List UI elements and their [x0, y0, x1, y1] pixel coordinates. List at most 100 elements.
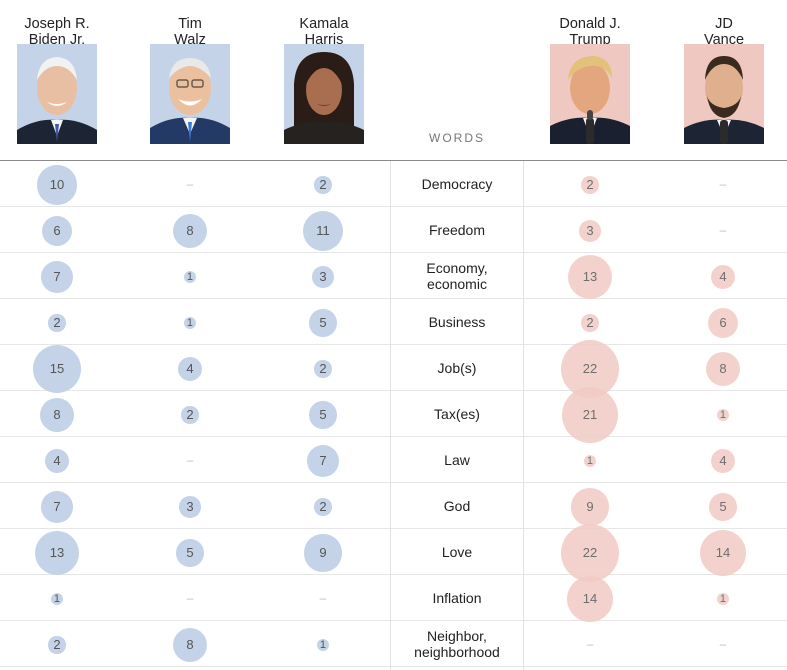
- count-bubble: 2: [314, 176, 332, 194]
- table-row: Tax(es): [0, 391, 787, 437]
- speaker-vance: JD Vance: [664, 0, 784, 144]
- table-row: Law: [0, 437, 787, 483]
- walz-photo: [150, 44, 230, 144]
- row-divider: [0, 528, 787, 529]
- count-bubble: 10: [37, 165, 77, 205]
- row-divider: [0, 436, 787, 437]
- row-divider: [0, 666, 787, 667]
- table-row: Economy, economic: [0, 253, 787, 299]
- count-bubble: 5: [309, 401, 337, 429]
- row-divider: [0, 574, 787, 575]
- table-row: God: [0, 483, 787, 529]
- count-bubble: 13: [567, 254, 613, 300]
- count-bubble: 6: [707, 307, 739, 339]
- speaker-name: Joseph R. Biden Jr.: [24, 16, 90, 48]
- table-row: Freedom: [0, 207, 787, 253]
- word-label: Inflation: [432, 590, 482, 606]
- speaker-name: Tim Walz: [174, 16, 206, 48]
- speaker-trump: Donald J. Trump: [530, 0, 650, 144]
- count-bubble: 3: [179, 496, 201, 518]
- table-row: Business: [0, 299, 787, 345]
- speaker-biden: Joseph R. Biden Jr.: [0, 0, 117, 144]
- count-bubble: 2: [314, 360, 332, 378]
- count-bubble: 8: [39, 397, 75, 433]
- word-label: Democracy: [421, 176, 493, 192]
- row-divider: [0, 252, 787, 253]
- table-row: Democracy: [0, 161, 787, 207]
- harris-photo: [284, 44, 364, 144]
- count-bubble: 22: [561, 524, 619, 582]
- count-bubble: 4: [710, 264, 736, 290]
- count-bubble: 5: [176, 539, 204, 567]
- word-label: Freedom: [428, 222, 486, 238]
- count-bubble: 15: [33, 345, 81, 393]
- speaker-name: Donald J. Trump: [559, 16, 621, 48]
- count-bubble: 14: [566, 575, 614, 623]
- count-bubble: 5: [309, 309, 337, 337]
- row-divider: [0, 206, 787, 207]
- count-bubble: 1: [583, 454, 597, 468]
- speaker-walz: Tim Walz: [130, 0, 250, 144]
- no-mention-dash: –: [186, 453, 194, 467]
- table-row: Inflation: [0, 575, 787, 621]
- count-bubble: 7: [40, 490, 74, 524]
- count-bubble: 1: [716, 592, 730, 606]
- count-bubble: 8: [172, 213, 208, 249]
- count-bubble: 2: [314, 498, 332, 516]
- no-mention-dash: –: [719, 177, 727, 191]
- count-bubble: 3: [579, 220, 601, 242]
- count-bubble: 1: [316, 638, 330, 652]
- words-divider-right: [523, 161, 524, 670]
- count-bubble: 14: [699, 529, 747, 577]
- trump-photo: [550, 44, 630, 144]
- header: Joseph R. Biden Jr. Tim Walz: [0, 0, 787, 162]
- word-label: Job(s): [437, 360, 477, 376]
- count-bubble: 2: [581, 176, 599, 194]
- count-bubble: 9: [304, 534, 342, 572]
- table-row: Love: [0, 529, 787, 575]
- count-bubble: 8: [172, 627, 208, 663]
- word-label: Tax(es): [434, 406, 480, 422]
- no-mention-dash: –: [319, 591, 327, 605]
- word-label: Law: [444, 452, 470, 468]
- count-bubble: 4: [177, 356, 203, 382]
- count-bubble: 1: [716, 408, 730, 422]
- row-divider: [0, 298, 787, 299]
- count-bubble: 7: [40, 260, 74, 294]
- count-bubble: 11: [302, 210, 344, 252]
- count-bubble: 21: [561, 386, 619, 444]
- word-label: Neighbor, neighborhood: [414, 628, 500, 660]
- words-divider-left: [390, 161, 391, 670]
- count-bubble: 2: [581, 314, 599, 332]
- no-mention-dash: –: [586, 637, 594, 651]
- no-mention-dash: –: [719, 223, 727, 237]
- word-label: Business: [428, 314, 486, 330]
- word-count-grid: Democracy Freedom Economy, economic Busines…: [0, 161, 787, 670]
- speaker-harris: Kamala Harris: [264, 0, 384, 144]
- count-bubble: 9: [571, 488, 609, 526]
- count-bubble: 7: [306, 444, 340, 478]
- count-bubble: 5: [709, 493, 737, 521]
- row-divider: [0, 482, 787, 483]
- no-mention-dash: –: [186, 177, 194, 191]
- count-bubble: 3: [312, 266, 334, 288]
- no-mention-dash: –: [186, 591, 194, 605]
- speaker-name: Kamala Harris: [299, 16, 349, 48]
- row-divider: [0, 344, 787, 345]
- count-bubble: 8: [705, 351, 741, 387]
- word-label: God: [443, 498, 471, 514]
- no-mention-dash: –: [719, 637, 727, 651]
- word-label: Love: [441, 544, 473, 560]
- word-label: Economy, economic: [426, 260, 488, 292]
- speaker-name: JD Vance: [703, 16, 745, 48]
- row-divider: [0, 620, 787, 621]
- vance-photo: [684, 44, 764, 144]
- count-bubble: 4: [710, 448, 736, 474]
- table-row: Job(s): [0, 345, 787, 391]
- count-bubble: 2: [48, 636, 66, 654]
- table-row: Neighbor, neighborhood: [0, 621, 787, 667]
- count-bubble: 6: [41, 215, 73, 247]
- words-column-header: WORDS: [429, 131, 485, 145]
- count-bubble: 1: [183, 316, 197, 330]
- biden-photo: [17, 44, 97, 144]
